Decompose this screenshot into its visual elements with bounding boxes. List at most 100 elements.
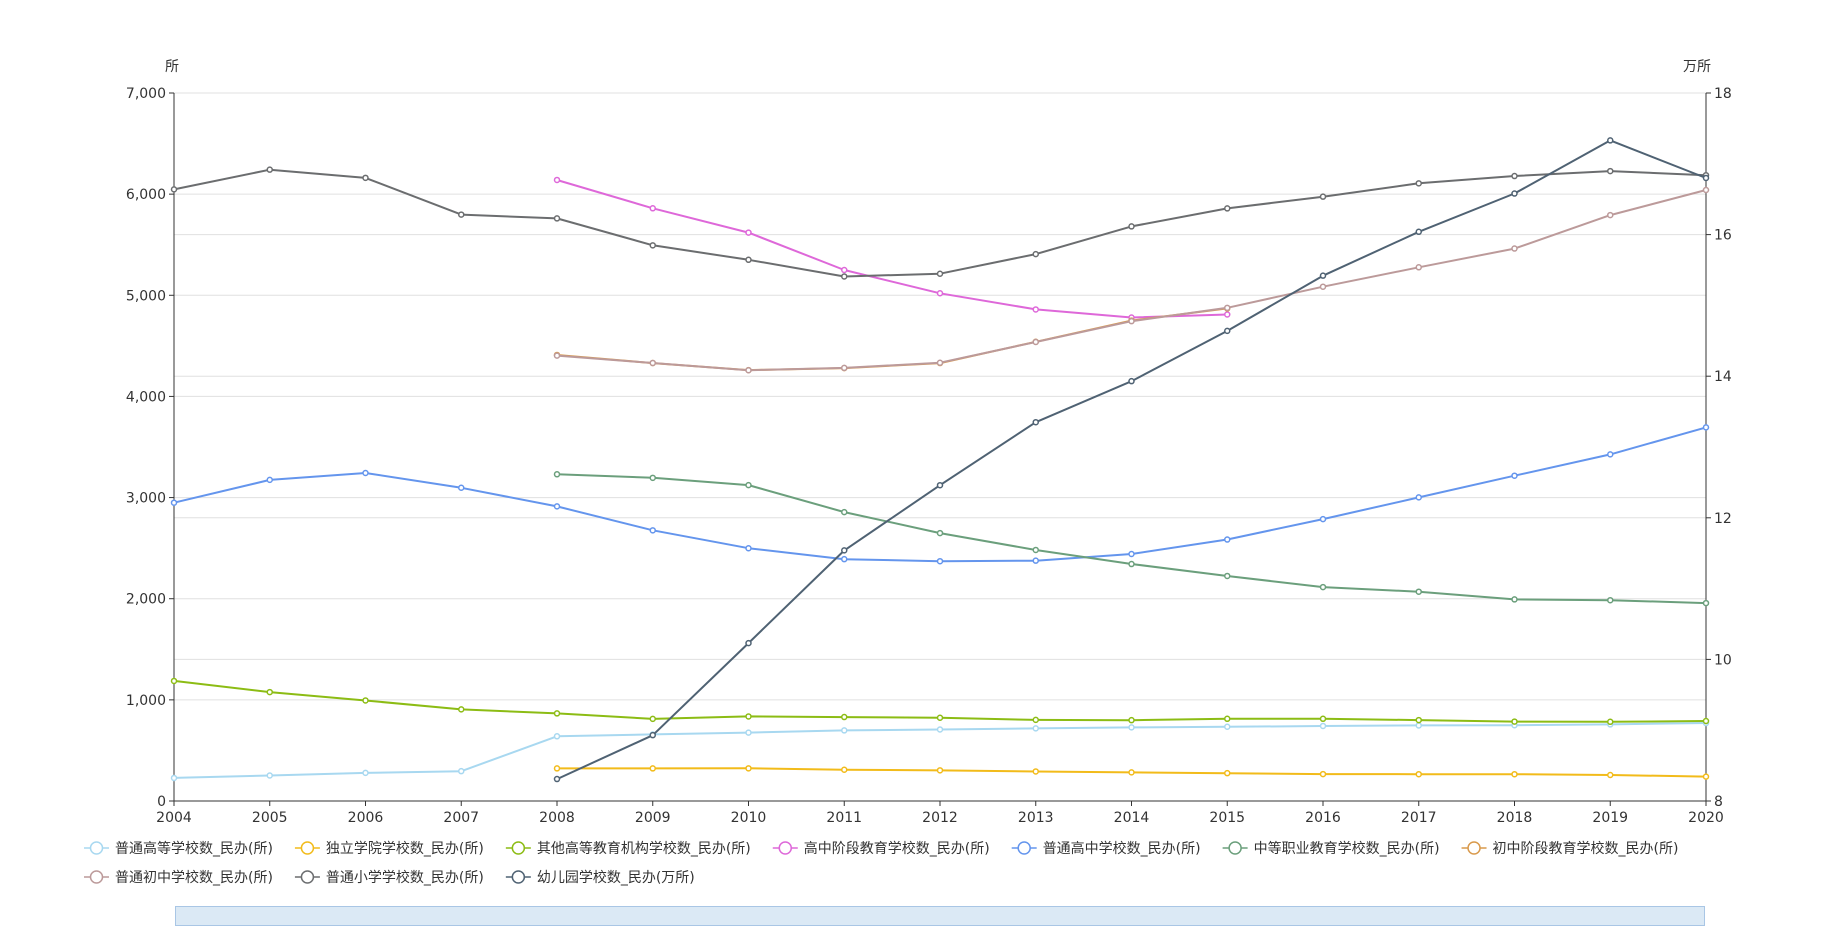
data-point xyxy=(649,731,656,739)
legend-marker xyxy=(511,870,526,884)
data-point xyxy=(841,547,848,554)
data-point xyxy=(1607,718,1614,726)
data-point xyxy=(1128,377,1135,385)
legend-item[interactable]: 初中阶段教育学校数_民办(所) xyxy=(1461,840,1679,857)
data-point xyxy=(936,714,944,722)
data-point xyxy=(745,256,752,264)
data-point xyxy=(1224,769,1231,777)
data-point xyxy=(1032,768,1039,775)
data-point xyxy=(1032,716,1039,724)
x-axis-tick-label: 2010 xyxy=(731,810,767,826)
x-axis-tick-label: 2015 xyxy=(1209,810,1245,826)
data-point xyxy=(553,733,561,740)
data-point xyxy=(1319,722,1327,730)
data-point xyxy=(1319,283,1327,290)
data-point xyxy=(1607,211,1614,219)
legend-item[interactable]: 普通小学学校数_民办(所) xyxy=(294,869,484,886)
data-point xyxy=(266,476,273,484)
data-point xyxy=(745,366,752,374)
left-axis-tick-label: 7,000 xyxy=(126,86,166,102)
data-point xyxy=(170,677,178,685)
data-point xyxy=(1511,172,1518,180)
x-axis-tick-label: 2013 xyxy=(1018,810,1054,826)
data-point xyxy=(1607,596,1614,604)
data-point xyxy=(936,481,944,489)
series-5 xyxy=(553,471,1710,607)
legend-item[interactable]: 普通初中学校数_民办(所) xyxy=(84,869,273,886)
data-point xyxy=(1224,715,1231,723)
data-point xyxy=(649,527,656,534)
left-axis-tick-label: 6,000 xyxy=(126,187,166,203)
data-point xyxy=(1607,771,1614,779)
legend-label: 普通小学学校数_民办(所) xyxy=(326,869,484,886)
series-line xyxy=(173,426,1707,563)
data-point xyxy=(1511,770,1518,778)
data-point xyxy=(1319,715,1327,723)
data-point xyxy=(458,706,465,713)
legend-label: 高中阶段教育学校数_民办(所) xyxy=(804,840,990,857)
data-point xyxy=(1415,770,1422,778)
legend[interactable]: 普通高等学校数_民办(所) 独立学院学校数_民办(所) 其他高等教育机构学校数_民办… xyxy=(84,840,1678,886)
data-point xyxy=(1224,536,1231,543)
data-point xyxy=(1128,317,1135,325)
legend-item[interactable]: 高中阶段教育学校数_民办(所) xyxy=(772,840,990,857)
data-point xyxy=(266,688,273,696)
legend-marker xyxy=(511,841,526,855)
left-axis-tick-label: 1,000 xyxy=(126,693,166,709)
data-point xyxy=(1511,472,1518,479)
data-point xyxy=(1319,193,1327,200)
right-axis-tick-label: 8 xyxy=(1714,794,1723,810)
left-axis-tick-label: 0 xyxy=(157,794,166,810)
data-point xyxy=(1415,494,1422,501)
legend-label: 幼儿园学校数_民办(万所) xyxy=(537,869,695,886)
legend-item[interactable]: 独立学院学校数_民办(所) xyxy=(294,840,484,857)
data-point xyxy=(745,713,752,720)
data-point xyxy=(841,266,848,274)
legend-item[interactable]: 普通高等学校数_民办(所) xyxy=(84,840,273,857)
data-point xyxy=(1607,137,1614,144)
data-point xyxy=(745,729,752,736)
data-point xyxy=(936,290,944,297)
x-axis-tick-label: 2006 xyxy=(348,810,384,826)
data-point xyxy=(1702,717,1710,725)
left-axis-tick-label: 3,000 xyxy=(126,491,166,507)
line-chart: 所 万所 0 1,000 2,000 3,000 4,000 5,000 6,000 7,00… xyxy=(84,59,1732,886)
x-axis-tick-label: 2019 xyxy=(1592,810,1628,826)
legend-item[interactable]: 幼儿园学校数_民办(万所) xyxy=(505,869,695,886)
data-point xyxy=(1415,180,1422,187)
data-point xyxy=(1511,190,1518,197)
data-point xyxy=(1319,515,1327,523)
x-axis-tick-label: 2017 xyxy=(1401,810,1437,826)
legend-marker xyxy=(1017,841,1031,855)
x-axis-tick-label: 2020 xyxy=(1688,810,1724,826)
data-point xyxy=(649,359,656,367)
data-point xyxy=(936,359,944,366)
data-point xyxy=(1319,770,1327,778)
data-point xyxy=(1032,338,1039,346)
data-point xyxy=(553,471,561,478)
legend-label: 独立学院学校数_民办(所) xyxy=(326,840,484,857)
right-axis-unit: 万所 xyxy=(1683,59,1711,75)
x-axis-tick-label: 2009 xyxy=(635,810,671,826)
data-point xyxy=(458,211,465,218)
data-zoom-slider[interactable] xyxy=(175,906,1705,926)
data-point xyxy=(649,205,656,212)
legend-item[interactable]: 中等职业教育学校数_民办(所) xyxy=(1222,840,1440,857)
x-axis-tick-label: 2005 xyxy=(252,810,288,826)
series-1 xyxy=(553,765,1710,780)
series-line xyxy=(556,473,1707,605)
data-point xyxy=(1415,716,1422,724)
right-axis-tick-label: 14 xyxy=(1714,369,1732,385)
right-axis-tick-label: 12 xyxy=(1714,511,1732,527)
data-point xyxy=(745,229,752,236)
data-point xyxy=(936,726,944,733)
data-point xyxy=(1702,599,1710,607)
axes: 所 万所 0 1,000 2,000 3,000 4,000 5,000 6,000 7,00… xyxy=(126,59,1732,826)
data-point xyxy=(1128,724,1135,731)
data-point xyxy=(553,775,561,783)
x-axis-tick-label: 2007 xyxy=(443,810,479,826)
series-line xyxy=(173,168,1707,278)
legend-item[interactable]: 普通高中学校数_民办(所) xyxy=(1011,840,1201,857)
legend-item[interactable]: 其他高等教育机构学校数_民办(所) xyxy=(505,840,751,857)
data-point xyxy=(266,772,273,779)
